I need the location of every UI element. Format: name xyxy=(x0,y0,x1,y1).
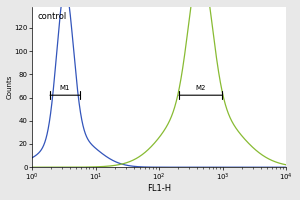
Text: M2: M2 xyxy=(195,85,206,91)
Text: M1: M1 xyxy=(60,85,70,91)
X-axis label: FL1-H: FL1-H xyxy=(147,184,171,193)
Y-axis label: Counts: Counts xyxy=(7,75,13,99)
Text: control: control xyxy=(37,12,66,21)
